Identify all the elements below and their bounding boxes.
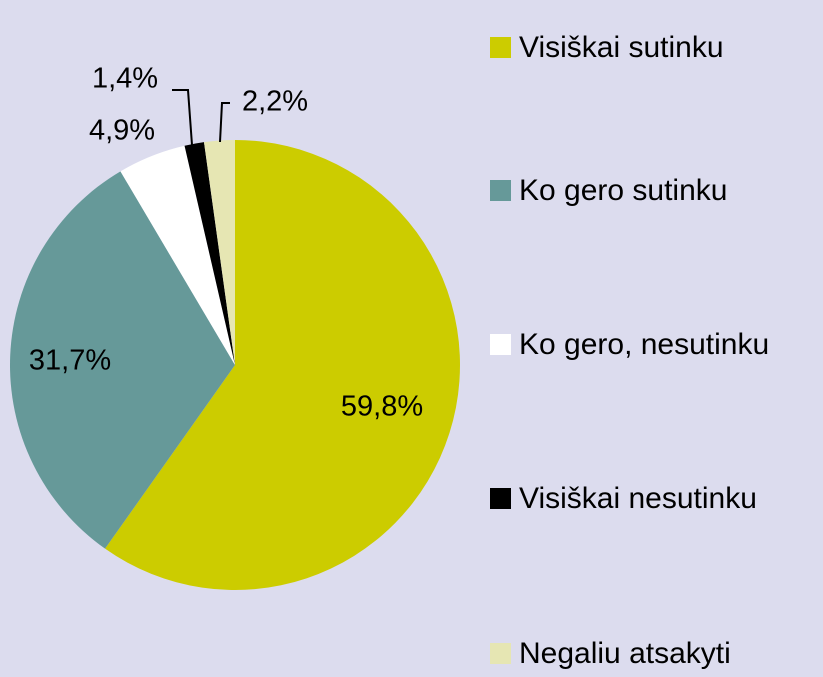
chart: 59,8% 31,7% 4,9% 1,4% 2,2% xyxy=(10,63,460,590)
pie-slice xyxy=(10,171,235,549)
legend-item: Visiškai nesutinku xyxy=(490,476,774,522)
legend-label: Negaliu atsakyti xyxy=(519,637,731,670)
legend-item: Ko gero sutinku xyxy=(490,168,774,214)
legend-swatch xyxy=(490,180,511,201)
data-label: 4,9% xyxy=(89,115,155,147)
legend-label: Visiškai sutinku xyxy=(519,31,724,64)
legend-label: Visiškai nesutinku xyxy=(519,482,757,515)
pie-slice xyxy=(203,140,235,365)
legend-label: Ko gero, nesutinku xyxy=(519,328,770,361)
leader-line xyxy=(219,102,230,143)
legend-item: Negaliu atsakyti xyxy=(490,631,774,677)
leader-line xyxy=(172,89,193,146)
legend-item: Ko gero, nesutinku xyxy=(490,322,774,368)
legend-label: Ko gero sutinku xyxy=(519,174,728,207)
legend-swatch xyxy=(490,488,511,509)
legend-item: Visiškai sutinku xyxy=(490,25,774,71)
pie-slice xyxy=(184,142,235,365)
data-label: 31,7% xyxy=(29,345,111,377)
pie-slice xyxy=(120,145,235,365)
pie-slice xyxy=(105,140,460,590)
legend-swatch xyxy=(490,37,511,58)
data-label: 59,8% xyxy=(341,391,423,423)
legend-swatch xyxy=(490,643,511,664)
data-label: 2,2% xyxy=(242,86,308,118)
data-label: 1,4% xyxy=(92,63,158,95)
legend-swatch xyxy=(490,334,511,355)
